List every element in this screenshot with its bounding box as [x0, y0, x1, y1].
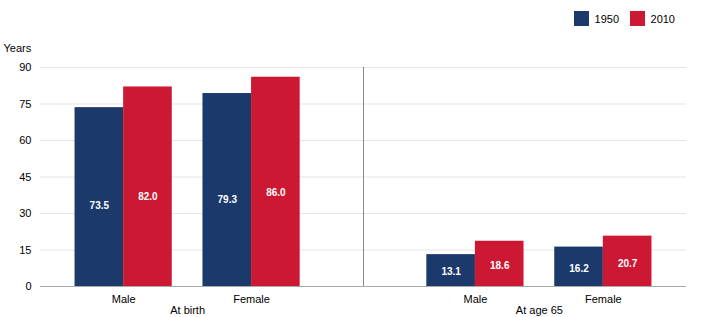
- svg-text:20.7: 20.7: [618, 258, 638, 269]
- svg-text:82.0: 82.0: [138, 190, 158, 201]
- svg-text:30: 30: [19, 207, 31, 219]
- html-text:1950: 1950: [594, 12, 619, 25]
- svg-text:16.2: 16.2: [569, 262, 589, 273]
- svg-text:45: 45: [19, 170, 31, 182]
- svg-text:At birth: At birth: [170, 304, 205, 316]
- html-text:2010: 2010: [650, 12, 675, 25]
- svg-text:90: 90: [19, 61, 31, 73]
- svg-text:Female: Female: [585, 293, 622, 305]
- svg-text:13.1: 13.1: [441, 266, 461, 277]
- svg-text:60: 60: [19, 134, 31, 146]
- svg-text:Male: Male: [112, 293, 136, 305]
- svg-text:0: 0: [25, 280, 31, 292]
- svg-text:73.5: 73.5: [90, 200, 110, 211]
- svg-text:15: 15: [19, 243, 31, 255]
- svg-text:75: 75: [19, 97, 31, 109]
- svg-text:At age 65: At age 65: [516, 304, 563, 316]
- svg-text:Female: Female: [233, 293, 270, 305]
- svg-text:Years: Years: [4, 42, 32, 54]
- svg-text:79.3: 79.3: [218, 193, 238, 204]
- svg-text:Male: Male: [464, 293, 488, 305]
- svg-text:86.0: 86.0: [266, 186, 286, 197]
- svg-text:18.6: 18.6: [490, 260, 510, 271]
